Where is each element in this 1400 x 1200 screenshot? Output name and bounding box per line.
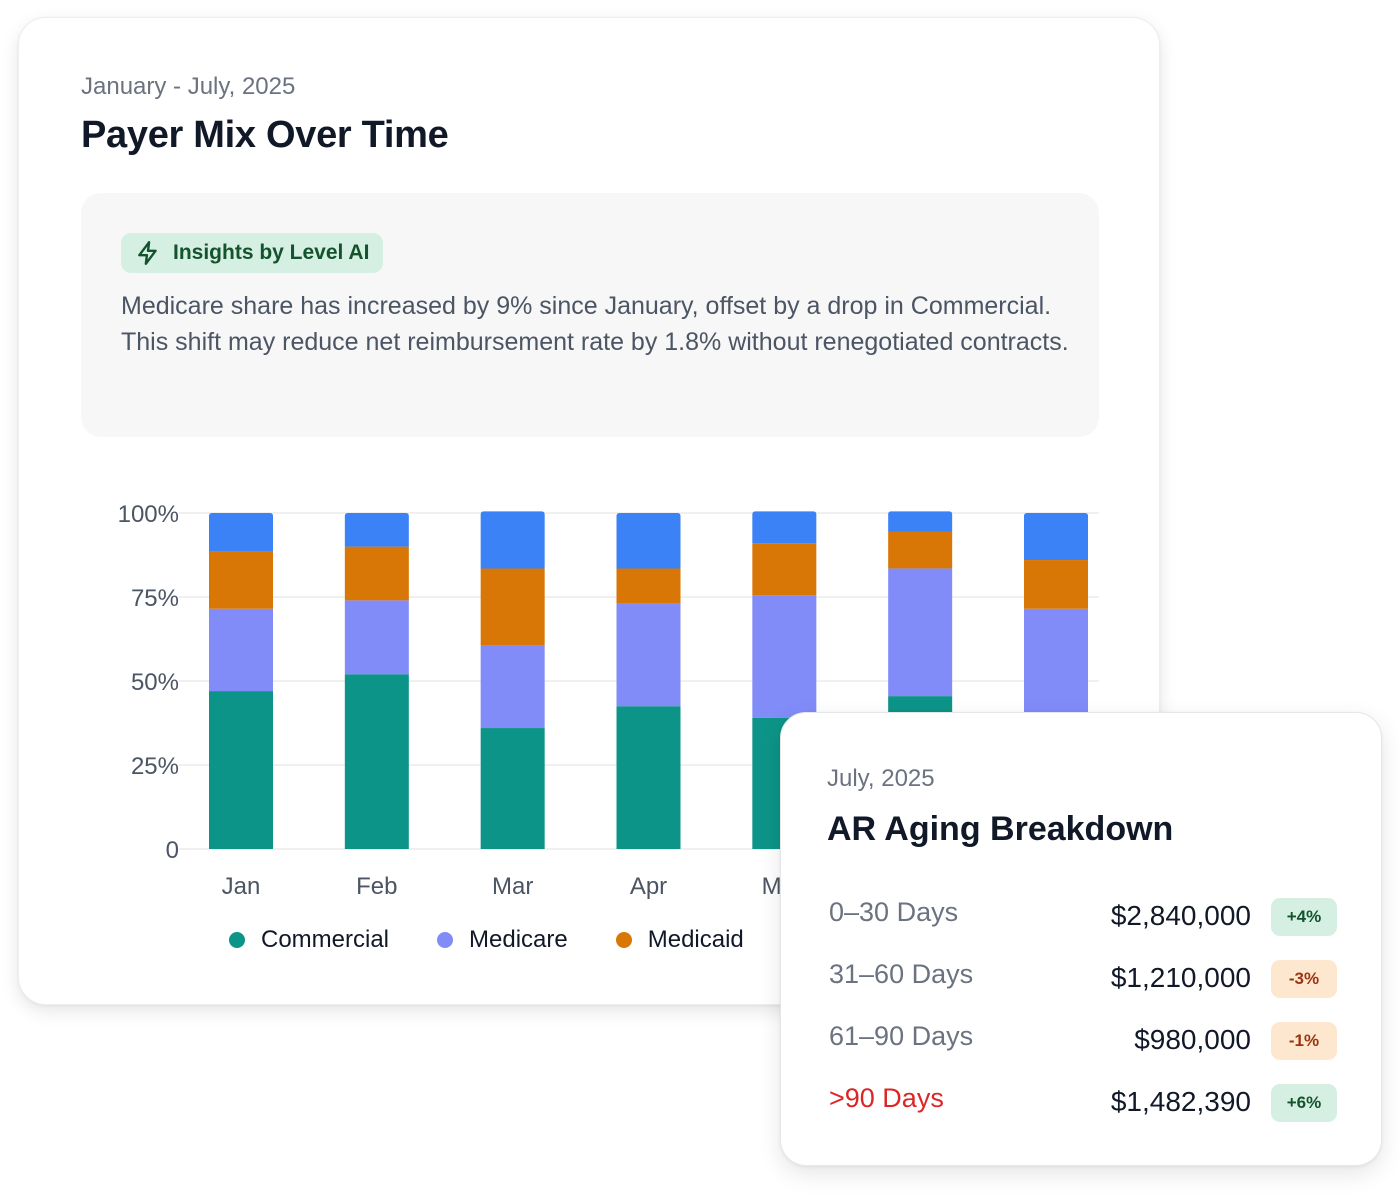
y-tick-label: 0 bbox=[166, 837, 179, 864]
ar-aging-range: 0–30 Days bbox=[829, 897, 959, 927]
legend-item: Medicare bbox=[437, 926, 568, 954]
bolt-icon bbox=[138, 240, 157, 266]
bar-segment bbox=[616, 568, 681, 604]
legend-label: Medicare bbox=[469, 926, 568, 953]
x-tick-label: Apr bbox=[630, 873, 667, 900]
legend-item: Commercial bbox=[229, 926, 389, 954]
ar-aging-delta-badge: +4% bbox=[1271, 898, 1337, 936]
bar-segment bbox=[480, 568, 545, 646]
y-tick-label: 75% bbox=[131, 585, 179, 612]
chart-legend: Commercial Medicare Medicaid bbox=[229, 926, 744, 954]
legend-label: Commercial bbox=[261, 926, 390, 953]
bar-segment bbox=[344, 546, 409, 601]
bar-segment bbox=[616, 603, 681, 707]
bar-segment bbox=[888, 531, 953, 569]
x-tick-label: Feb bbox=[356, 873, 397, 900]
legend-label: Medicaid bbox=[647, 926, 744, 953]
bar-segment bbox=[752, 543, 817, 596]
insight-badge-label: Insights by Level AI bbox=[173, 241, 370, 264]
y-tick-label: 50% bbox=[131, 669, 179, 696]
legend-dot bbox=[229, 932, 245, 948]
bar-segment bbox=[1024, 513, 1088, 561]
bar-segment bbox=[888, 511, 953, 532]
ar-aging-range: 61–90 Days bbox=[829, 1021, 974, 1051]
bar-segment bbox=[344, 513, 409, 547]
payer-mix-title: Payer Mix Over Time bbox=[81, 114, 449, 156]
bar-segment bbox=[480, 645, 545, 729]
bar-stack bbox=[344, 513, 409, 849]
bar-segment bbox=[752, 511, 817, 544]
ar-aging-date: July, 2025 bbox=[827, 765, 935, 792]
ar-aging-amount: $1,482,390 bbox=[1110, 1086, 1251, 1117]
legend-dot bbox=[437, 932, 454, 948]
ar-aging-card: July, 2025 AR Aging Breakdown 0–30 Days $… bbox=[780, 712, 1382, 1166]
legend-item: Medicaid bbox=[615, 926, 744, 954]
bar-segment bbox=[480, 511, 545, 569]
bar-segment bbox=[209, 551, 273, 609]
ar-aging-title: AR Aging Breakdown bbox=[827, 810, 1174, 848]
y-tick-label: 100% bbox=[118, 501, 179, 528]
x-tick-label: Jan bbox=[222, 873, 261, 900]
bar-segment bbox=[209, 513, 273, 552]
ar-aging-amount: $2,840,000 bbox=[1110, 900, 1251, 931]
legend-dot bbox=[615, 932, 632, 948]
ar-aging-row: >90 Days $1,482,390 +6% bbox=[827, 1081, 1337, 1125]
bar-segment bbox=[344, 600, 409, 675]
ar-aging-delta-badge: +6% bbox=[1271, 1084, 1337, 1122]
ar-aging-range: 31–60 Days bbox=[829, 959, 974, 989]
insight-panel: Insights by Level AI Medicare share has … bbox=[81, 193, 1099, 437]
ar-aging-amount: $1,210,000 bbox=[1110, 962, 1251, 993]
ar-aging-row: 31–60 Days $1,210,000 -3% bbox=[827, 957, 1337, 1001]
bar-segment bbox=[480, 728, 545, 849]
bar-segment bbox=[752, 595, 817, 718]
bar-stack bbox=[209, 513, 273, 849]
x-tick-label: Mar bbox=[492, 873, 533, 900]
ar-aging-row: 0–30 Days $2,840,000 +4% bbox=[827, 895, 1337, 939]
ar-aging-row: 61–90 Days $980,000 -1% bbox=[827, 1019, 1337, 1063]
bar-segment bbox=[209, 691, 273, 849]
y-tick-label: 25% bbox=[131, 753, 179, 780]
bar-segment bbox=[344, 674, 409, 849]
insight-badge: Insights by Level AI bbox=[121, 233, 384, 273]
bar-stack bbox=[480, 511, 545, 849]
ar-aging-amount: $980,000 bbox=[1134, 1024, 1251, 1055]
bar-segment bbox=[1024, 608, 1088, 727]
bar-stack bbox=[616, 513, 681, 849]
ar-aging-delta-badge: -3% bbox=[1271, 960, 1337, 998]
bar-segment bbox=[209, 608, 273, 692]
ar-aging-range: >90 Days bbox=[829, 1083, 944, 1113]
bar-segment bbox=[616, 706, 681, 849]
bar-segment bbox=[888, 568, 953, 697]
payer-mix-date-range: January - July, 2025 bbox=[81, 73, 296, 100]
insight-text: Medicare share has increased by 9% since… bbox=[121, 292, 1069, 356]
ar-aging-delta-badge: -1% bbox=[1271, 1022, 1337, 1060]
bar-segment bbox=[616, 513, 681, 569]
bar-segment bbox=[1024, 560, 1088, 609]
